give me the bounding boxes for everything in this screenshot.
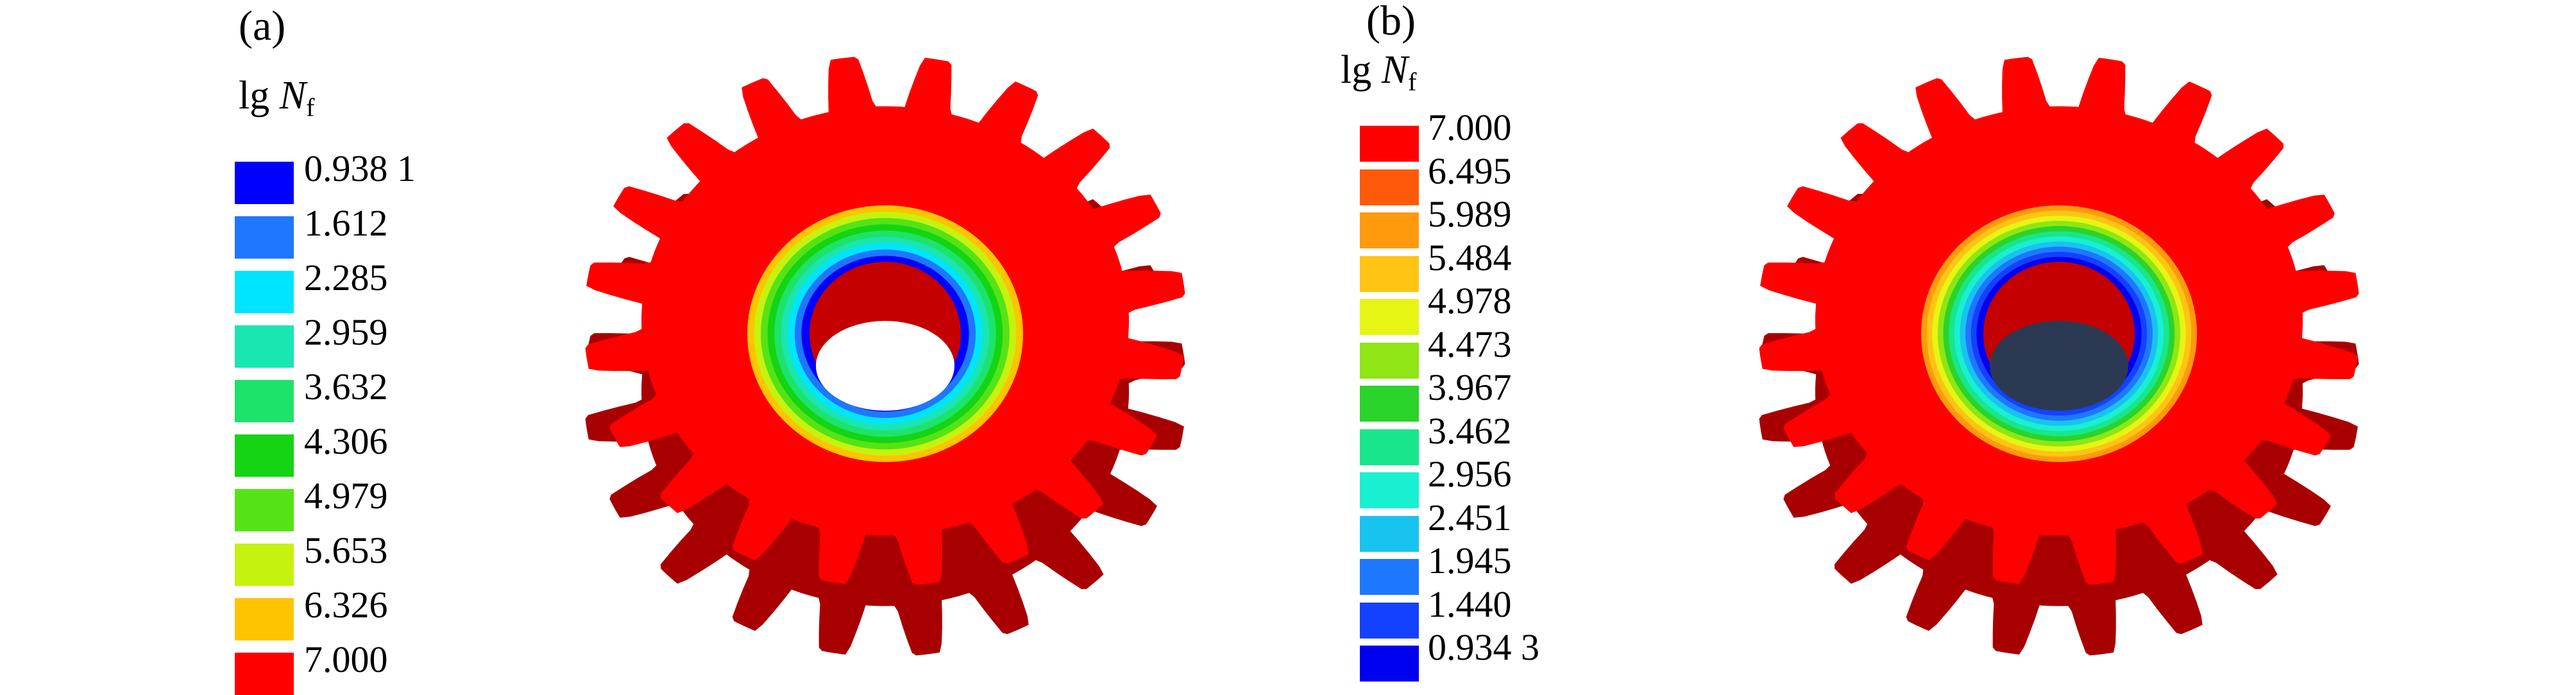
legend-tick-label: 4.979 [304, 475, 388, 517]
legend-tick-label: 0.934 3 [1428, 626, 1539, 668]
legend-tick-label: 1.945 [1428, 540, 1512, 581]
legend-tick-label: 2.285 [304, 257, 388, 298]
legend-tick-label: 1.612 [304, 202, 388, 244]
legend-tick-label: 5.484 [1428, 236, 1512, 279]
legend-swatch [1360, 212, 1419, 248]
legend-swatch [1360, 515, 1419, 552]
legend-tick-label: 5.653 [304, 529, 388, 571]
legend-tick-label: 4.473 [1428, 323, 1512, 365]
legend-tick-label: 3.462 [1428, 409, 1512, 452]
legend-title-subscript: f [1408, 67, 1417, 96]
legend-swatch [235, 216, 294, 259]
legend-swatch [1360, 169, 1419, 205]
legend-tick-label: 3.632 [304, 366, 388, 408]
legend-tick-label: 6.326 [304, 584, 388, 626]
legend-tick-label: 6.495 [1428, 150, 1512, 192]
legend-swatch [1360, 429, 1419, 465]
legend-swatch [1360, 126, 1419, 162]
legend-tick-label: 7.000 [304, 639, 388, 680]
panel-b-label: (b) [1366, 0, 1416, 44]
legend-title-subscript: f [306, 93, 315, 122]
legend-tick-label: 4.978 [1428, 280, 1512, 322]
legend-swatch [1360, 559, 1419, 595]
legend-swatch [1360, 386, 1419, 422]
legend-swatch [235, 544, 294, 586]
panel-b-gear-contour [1759, 56, 2359, 656]
legend-tick-label: 0.938 1 [304, 148, 416, 189]
legend-title-symbol: N [279, 74, 307, 117]
legend-swatch [235, 380, 294, 422]
legend-tick-label: 2.956 [1428, 453, 1512, 495]
legend-tick-label: 2.451 [1428, 496, 1512, 538]
legend-swatch [1360, 342, 1419, 379]
legend-tick-label: 1.440 [1428, 583, 1512, 625]
panel-a-gear-contour [585, 56, 1185, 656]
legend-swatch [235, 489, 294, 531]
legend-swatch [235, 162, 294, 204]
panel-a-legend-title: lg Nf [239, 76, 314, 121]
legend-swatch [1360, 472, 1419, 508]
legend-swatch [1360, 646, 1419, 682]
panel-b-legend-title: lg Nf [1341, 50, 1416, 95]
legend-swatch [235, 434, 294, 477]
legend-swatch [1360, 299, 1419, 335]
legend-tick-label: 5.989 [1428, 193, 1512, 235]
legend-swatch [235, 653, 294, 695]
legend-tick-label: 7.000 [1428, 107, 1512, 148]
legend-tick-label: 4.306 [304, 420, 388, 462]
legend-swatch [235, 271, 294, 313]
bore-opening [816, 321, 954, 411]
legend-title-prefix: lg [239, 74, 280, 117]
legend-title-prefix: lg [1341, 48, 1382, 92]
panel-a-label: (a) [239, 3, 286, 49]
legend-title-symbol: N [1381, 48, 1409, 92]
legend-tick-label: 3.967 [1428, 366, 1512, 408]
bore-opening [1990, 321, 2128, 411]
legend-swatch [1360, 255, 1419, 292]
legend-swatch [235, 598, 294, 640]
legend-swatch [1360, 602, 1419, 639]
legend-swatch [235, 325, 294, 368]
legend-tick-label: 2.959 [304, 311, 388, 353]
